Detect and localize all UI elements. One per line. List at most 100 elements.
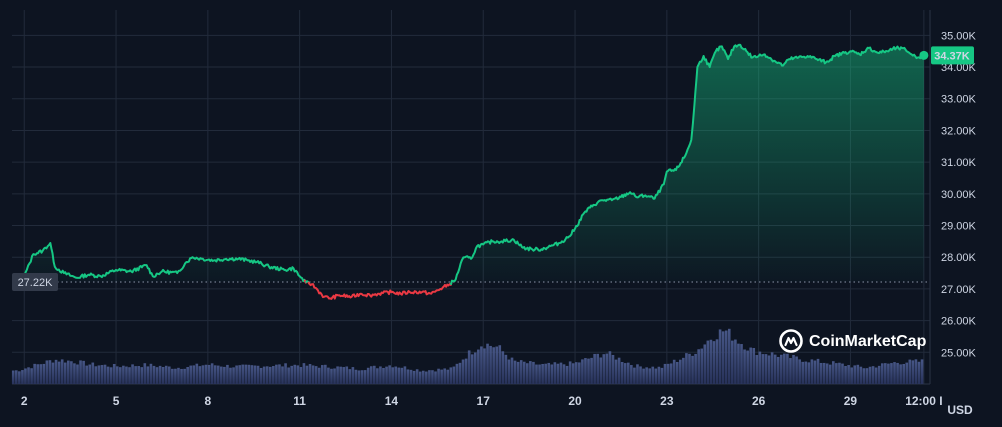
volume-bar [547,362,551,384]
volume-bar [100,365,104,384]
volume-bar [743,349,746,384]
volume-bar [905,362,909,384]
volume-bar [366,367,370,384]
baseline-badge-label: 27.22K [18,277,54,289]
axes: 25.00K 26.00K 27.00K 28.00K 29.00K 30.00K 31.0… [21,30,977,417]
volume-bar [902,363,905,384]
current-price-badge [931,46,974,65]
volume-bar [247,364,251,384]
volume-bar [369,366,373,384]
volume-bar [82,360,85,384]
volume-bar [899,364,902,384]
volume-bar [351,367,355,384]
volume-bar [106,366,110,384]
volume-bar [504,354,508,384]
volume-bar [608,351,612,384]
volume-bar [112,363,116,384]
volume-bar [63,362,67,384]
volume-bar [727,328,731,384]
price-area [24,44,924,282]
volume-bar [134,366,137,384]
volume-bar [388,365,391,384]
volume-bar [562,364,566,384]
volume-bar [213,365,217,384]
volume-bar [382,367,385,384]
volume-bar [709,339,713,384]
volume-bar [455,363,459,384]
volume-bar [630,365,633,384]
volume-bar [724,330,728,384]
y-tick-label: 32.00K [941,125,977,137]
volume-bar [167,366,171,384]
volume-bar [519,360,523,384]
volume-bar [336,366,339,384]
volume-bar [394,366,398,384]
y-tick-label: 30.00K [941,189,977,201]
volume-bar [862,368,866,384]
volume-bar [164,365,168,384]
volume-bar [568,361,572,384]
volume-bar [694,353,697,384]
volume-bar [761,354,765,384]
volume-bar [703,344,707,384]
volume-bar [792,355,795,384]
volume-bar [470,354,474,384]
volume-bar [109,367,113,384]
volume-bar [216,365,220,384]
volume-bar [198,366,202,384]
y-tick-label: 35.00K [941,30,977,42]
volume-bar [30,368,33,384]
volume-bar [354,369,358,384]
volume-bar [819,362,823,384]
volume-bar [79,360,82,384]
volume-bar [896,362,899,384]
volume-bar [183,368,186,384]
volume-bar [516,361,520,384]
volume-bar [584,358,587,384]
volume-bar [556,363,560,384]
volume-bar [544,363,547,384]
volume-bar [440,369,443,384]
x-tick-label: 5 [113,394,120,408]
volume-bar [21,370,24,384]
watermark: CoinMarketCap [779,329,927,353]
volume-bar [443,368,446,384]
volume-bar [250,365,254,384]
volume-bar [599,357,603,384]
x-tick-label: 20 [568,394,582,408]
volume-bar [489,345,492,384]
volume-bar [473,352,477,384]
volume-bar [541,363,544,384]
volume-bar [290,365,293,384]
volume-bar [596,353,599,384]
volume-bar [712,341,716,384]
volume-bar [691,355,694,384]
volume-bar [868,366,872,384]
volume-bar [357,370,361,384]
x-tick-label: 26 [752,394,766,408]
volume-bar [238,365,241,384]
volume-bar [339,366,342,384]
volume-bar [746,350,749,384]
volume-bar [36,364,40,384]
volume-bar [320,365,324,384]
volume-bar [841,363,844,384]
y-tick-label: 34.00K [941,62,977,74]
volume-bar [232,367,235,384]
volume-bar [409,369,413,384]
volume-bar [415,369,419,384]
volume-bar [152,365,156,384]
volume-bar [158,365,162,384]
x-tick-label: 8 [204,394,211,408]
volume-bar [119,367,122,384]
volume-bar [73,363,76,384]
volume-bar [535,364,538,384]
volume-bar [421,370,425,384]
volume-bar [648,368,652,384]
volume-bar [281,366,284,384]
volume-bar [180,368,183,384]
volume-bar [620,362,624,384]
volume-bar [137,366,140,384]
volume-bar [88,364,92,384]
volume-bar [587,358,590,384]
